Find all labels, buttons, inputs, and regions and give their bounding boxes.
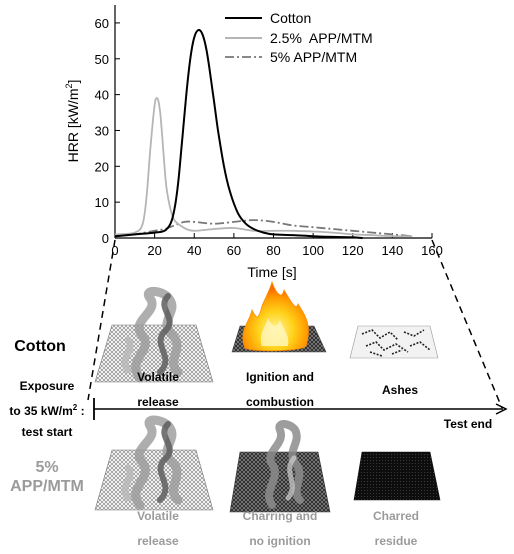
bottom-stage-1: Volatile release [118, 504, 198, 554]
bottom-stage-2-line-2: no ignition [249, 534, 311, 548]
y-tick-label-6: 60 [95, 16, 109, 31]
top-stage-1: Volatile release [118, 365, 198, 415]
y-tick-label-2: 20 [95, 159, 109, 174]
top-stage-3-line-1: Ashes [381, 383, 419, 397]
bottom-stage-1-line-2: release [137, 534, 179, 548]
y-tick-label-5: 50 [95, 52, 109, 67]
app-charring-illustration [229, 420, 331, 513]
y-tick-label-4: 40 [95, 88, 109, 103]
x-axis-label: Time [s] [247, 264, 296, 280]
y-axis-label: HRR [kW/m2] [64, 80, 81, 163]
exposure-line-2: to 35 kW/m2 : [9, 403, 85, 418]
cotton-flame-illustration [231, 280, 327, 353]
bottom-stage-2: Charring and no ignition [228, 504, 332, 554]
x-tick-label-0: 0 [111, 243, 118, 258]
timeline-arrowhead [495, 403, 508, 415]
legend: Cotton 2.5% APP/MTM 5% APP/MTM [225, 10, 373, 65]
exposure-label: Exposure to 35 kW/m2 : test start [0, 376, 94, 443]
bottom-stage-1-line-1: Volatile [137, 509, 179, 523]
top-stage-2-line-1: Ignition and [246, 370, 314, 384]
legend-label-2-5-app: 2.5% APP/MTM [270, 30, 373, 46]
x-tick-label-2: 40 [187, 243, 201, 258]
series-line-2 [114, 219, 413, 238]
x-tick-label-8: 160 [421, 243, 443, 258]
cotton-ashes-illustration [349, 325, 439, 359]
projection-line-left [87, 239, 116, 401]
sample-label-app-mtm: 5% APP/MTM [0, 458, 94, 496]
top-stage-1-line-1: Volatile [137, 370, 179, 384]
top-stage-1-line-2: release [137, 395, 179, 409]
exposure-line-1: Exposure [19, 379, 75, 393]
tick-labels: 0 20 40 60 80 100 120 140 160 0 10 20 30 40 50 60 [95, 16, 443, 258]
top-stage-2-line-2: combustion [246, 395, 314, 409]
x-tick-label-1: 20 [147, 243, 161, 258]
sample-label-cotton: Cotton [14, 338, 66, 355]
x-tick-label-6: 120 [342, 243, 364, 258]
y-tick-label-0: 0 [102, 231, 109, 246]
legend-label-5-app: 5% APP/MTM [270, 49, 357, 65]
top-stage-3: Ashes [360, 378, 440, 403]
bottom-stage-3-line-1: Charred [372, 509, 419, 523]
bottom-stage-2-line-1: Charring and [242, 509, 318, 523]
projection-line-right [431, 239, 503, 409]
top-stage-2: Ignition and combustion [230, 365, 330, 415]
data-series [114, 28, 413, 239]
app-charred-residue-illustration [353, 451, 441, 501]
test-end-label: Test end [443, 417, 493, 431]
app-volatile-illustration [94, 415, 214, 511]
bottom-stage-3: Charred residue [356, 504, 436, 554]
series-line-0 [114, 28, 363, 239]
y-tick-label-1: 10 [95, 195, 109, 210]
legend-label-cotton: Cotton [270, 10, 311, 26]
series-line-1 [114, 97, 413, 238]
x-tick-label-5: 100 [302, 243, 324, 258]
bottom-stage-3-line-2: residue [374, 534, 418, 548]
x-tick-label-3: 60 [227, 243, 241, 258]
sample-label-app-line-1: 5% [35, 459, 59, 476]
axis-ticks [114, 22, 433, 239]
x-tick-label-4: 80 [266, 243, 280, 258]
y-tick-label-3: 30 [95, 123, 109, 138]
exposure-line-3: test start [21, 425, 73, 439]
sample-label-app-line-2: APP/MTM [10, 478, 84, 495]
cotton-volatile-illustration [94, 287, 214, 383]
x-tick-label-7: 140 [382, 243, 404, 258]
